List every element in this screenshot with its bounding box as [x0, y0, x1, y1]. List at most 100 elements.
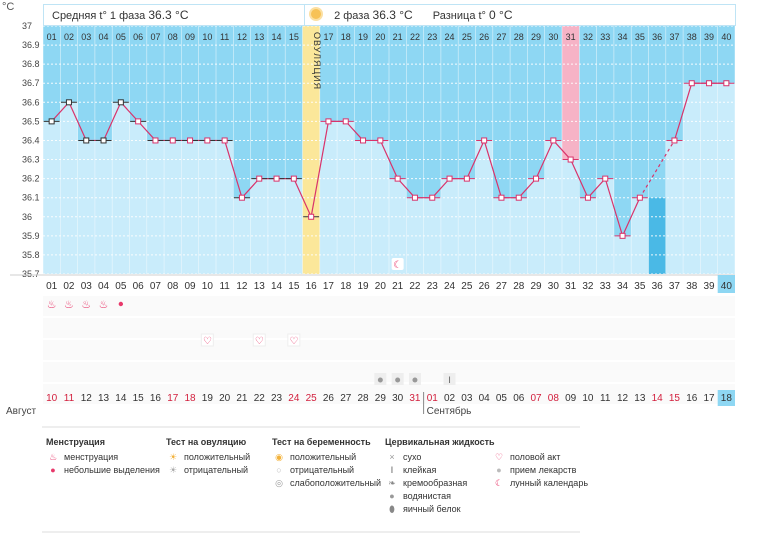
- cycle-day-label: 07: [150, 281, 162, 292]
- header-day-label: 25: [462, 32, 472, 42]
- cycle-day-label: 08: [167, 281, 179, 292]
- legend-item: ☾ лунный календарь: [492, 477, 588, 490]
- legend-menstruation-title: Менструация: [46, 437, 105, 447]
- calendar-date-label: 19: [202, 393, 214, 404]
- header-day-label: 36: [652, 32, 662, 42]
- temp-column: [700, 83, 718, 274]
- temp-column: [613, 235, 632, 274]
- calendar-date-label: 21: [236, 393, 248, 404]
- moon-icon: ☾: [393, 260, 402, 271]
- y-tick-label: 36.7: [22, 78, 40, 88]
- calendar-date-label: 04: [479, 393, 491, 404]
- heart-icon: ♡: [494, 452, 504, 462]
- temp-line-segment: [345, 120, 364, 141]
- temp-column: [60, 102, 78, 274]
- current-date-box: [717, 390, 735, 406]
- y-tick-label: 36.5: [22, 116, 40, 126]
- menstruation-icon: ♨: [64, 299, 74, 311]
- cycle-day-label: 23: [427, 281, 439, 292]
- event-row: [43, 340, 735, 360]
- temp-column: [337, 121, 355, 274]
- cycle-day-label: 33: [600, 281, 612, 292]
- temp-line-segment: [570, 159, 589, 198]
- creamy-icon: ❧: [388, 478, 396, 488]
- temp-point: [688, 80, 695, 87]
- event-row: [43, 384, 735, 404]
- header-day-label: 29: [531, 32, 541, 42]
- header-day-label: 11: [220, 32, 229, 42]
- cycle-day-label: 03: [81, 281, 93, 292]
- temp-line-segment: [397, 178, 416, 199]
- y-tick-label: 36.2: [22, 174, 40, 184]
- header-day-label: 19: [358, 32, 368, 42]
- temp-line-segment: [224, 140, 243, 198]
- y-tick-label: 36.1: [22, 193, 40, 203]
- temp-point: [308, 213, 315, 220]
- legend-item: ♡ половой акт: [492, 451, 588, 464]
- calendar-date-label: 15: [133, 393, 145, 404]
- temp-point: [48, 118, 55, 125]
- cycle-day-label: 30: [548, 281, 560, 292]
- temp-column: [354, 140, 372, 274]
- calendar-date-label: 17: [703, 393, 715, 404]
- temp-column: [250, 178, 268, 274]
- temp-column: [389, 178, 407, 274]
- ovulation-label: ОВУЛЯЦИЯ: [312, 32, 322, 90]
- temp-line-segment: [241, 178, 260, 199]
- calendar-date-label: 13: [634, 393, 646, 404]
- heart-box: [287, 333, 301, 347]
- temp-line-segment: [310, 121, 330, 217]
- temp-line-segment: [68, 102, 87, 141]
- temp-point: [463, 175, 470, 182]
- sun-negative-icon: ☀: [168, 465, 178, 475]
- month-label-august: Август: [6, 406, 37, 417]
- temp-point: [411, 194, 418, 201]
- cycle-day-label: 22: [409, 281, 421, 292]
- cycle-day-label: 39: [703, 281, 715, 292]
- header-day-label: 32: [583, 32, 593, 42]
- header-day-label: 28: [514, 32, 524, 42]
- cycle-day-label: 40: [721, 281, 733, 292]
- cycle-day-label: 32: [582, 281, 594, 292]
- temp-column: [492, 197, 511, 274]
- menstruation-icon: ♨: [81, 299, 91, 311]
- sun-positive-icon: ☀: [168, 452, 178, 462]
- temp-line-segment: [293, 178, 312, 218]
- legend-item: ☀ отрицательный: [166, 464, 250, 477]
- cycle-day-label: 25: [461, 281, 473, 292]
- temp-point: [117, 99, 124, 106]
- temp-point: [619, 232, 626, 239]
- temp-point: [515, 194, 522, 201]
- header-day-label: 27: [496, 32, 506, 42]
- diff-label: Разница t°: [432, 10, 486, 22]
- legend-item: ● водянистая: [385, 490, 495, 503]
- cycle-day-label: 14: [271, 281, 283, 292]
- y-tick-label: 35.7: [22, 269, 40, 279]
- calendar-date-label: 06: [513, 393, 525, 404]
- header-day-label: 10: [202, 32, 212, 42]
- calendar-date-label: 11: [600, 393, 611, 404]
- temp-column: [544, 140, 562, 274]
- pregnancy-positive-icon: ◉: [275, 452, 283, 462]
- header-day-label: 07: [150, 32, 160, 42]
- temp-column: [458, 178, 476, 274]
- calendar-date-label: 07: [530, 393, 542, 404]
- fluid-box: [443, 373, 456, 385]
- calendar-date-label: 31: [409, 393, 421, 404]
- header-day-label: 15: [289, 32, 299, 42]
- header-day-label: 03: [81, 32, 91, 42]
- y-tick-label: 36.4: [22, 135, 40, 145]
- dry-icon: ×: [389, 452, 395, 462]
- legend-item: ♨ менструация: [46, 451, 160, 464]
- temp-line-segment: [120, 101, 139, 122]
- header-day-label: 02: [64, 32, 74, 42]
- temp-point: [273, 175, 280, 182]
- calendar-date-label: 10: [582, 393, 594, 404]
- legend-item: ○ отрицательный: [272, 464, 381, 477]
- legend-item: ☀ положительный: [166, 451, 250, 464]
- header-day-label: 17: [323, 32, 333, 42]
- temp-point: [169, 137, 176, 144]
- legend-item: ◉ положительный: [272, 451, 381, 464]
- cycle-day-label: 26: [479, 281, 491, 292]
